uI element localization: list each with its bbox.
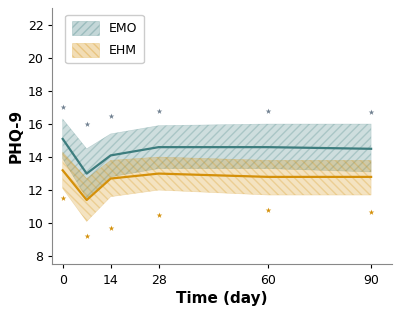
X-axis label: Time (day): Time (day) xyxy=(176,291,268,306)
Point xyxy=(60,105,66,110)
Point xyxy=(156,212,162,217)
Point xyxy=(84,122,90,127)
Y-axis label: PHQ-9: PHQ-9 xyxy=(8,109,23,164)
Point xyxy=(60,196,66,201)
Point xyxy=(156,108,162,113)
Point xyxy=(108,225,114,230)
Point xyxy=(265,208,272,213)
Point xyxy=(368,110,374,115)
Point xyxy=(265,108,272,113)
Point xyxy=(84,234,90,239)
Point xyxy=(108,113,114,118)
Point xyxy=(368,209,374,214)
Legend: EMO, EHM: EMO, EHM xyxy=(66,14,144,63)
